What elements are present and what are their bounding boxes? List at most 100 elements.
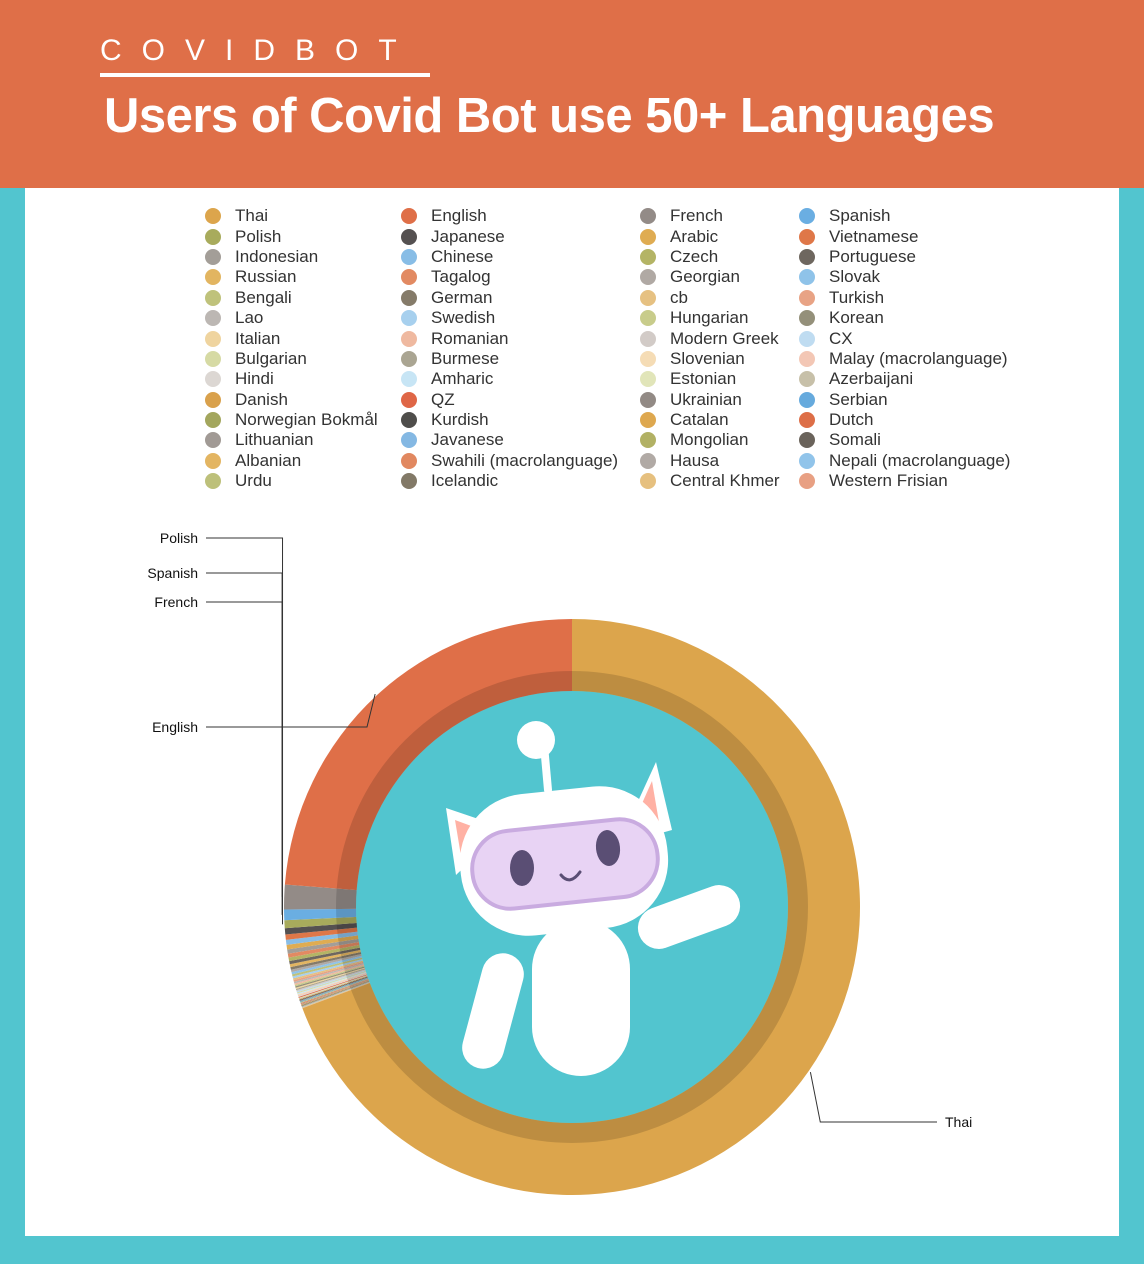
legend-item[interactable]: QZ: [401, 390, 618, 410]
legend-item[interactable]: Modern Greek: [640, 328, 780, 348]
legend-swatch: [205, 371, 221, 388]
legend-label: Swahili (macrolanguage): [431, 450, 619, 470]
legend-swatch: [205, 310, 221, 327]
legend-item[interactable]: Arabic: [640, 226, 780, 246]
legend-item[interactable]: Urdu: [205, 471, 378, 491]
legend-item[interactable]: Western Frisian: [799, 471, 1010, 491]
legend-item[interactable]: Chinese: [401, 247, 618, 267]
legend-label: Indonesian: [235, 246, 319, 266]
legend-item[interactable]: Swahili (macrolanguage): [401, 451, 618, 471]
legend-item[interactable]: German: [401, 288, 618, 308]
legend-item[interactable]: Czech: [640, 247, 780, 267]
legend-label: Portuguese: [829, 246, 916, 266]
legend-column: French Arabic Czech Georgian cb Hungarian Mode…: [640, 206, 780, 491]
legend-item[interactable]: Hungarian: [640, 308, 780, 328]
legend-label: Tagalog: [431, 267, 491, 287]
legend-item[interactable]: Hindi: [205, 369, 378, 389]
legend-item[interactable]: Turkish: [799, 288, 1010, 308]
legend-swatch: [640, 391, 656, 408]
legend-item[interactable]: Italian: [205, 328, 378, 348]
legend-swatch: [401, 371, 417, 388]
legend-item[interactable]: Bengali: [205, 288, 378, 308]
legend-item[interactable]: Swedish: [401, 308, 618, 328]
legend-item[interactable]: Estonian: [640, 369, 780, 389]
legend-item[interactable]: Slovak: [799, 267, 1010, 287]
legend-item[interactable]: Serbian: [799, 390, 1010, 410]
legend-item[interactable]: Danish: [205, 390, 378, 410]
legend-label: Japanese: [431, 226, 505, 246]
legend-label: Lao: [235, 308, 264, 328]
legend-swatch: [799, 391, 815, 408]
legend-swatch: [401, 269, 417, 286]
legend-label: Hindi: [235, 369, 274, 389]
brand-underline: [100, 73, 430, 77]
legend-label: Kurdish: [431, 410, 489, 430]
legend-item[interactable]: Spanish: [799, 206, 1010, 226]
legend-label: Burmese: [431, 348, 500, 368]
legend-swatch: [401, 452, 417, 469]
legend-label: Dutch: [829, 410, 874, 430]
legend-item[interactable]: Tagalog: [401, 267, 618, 287]
legend-item[interactable]: Japanese: [401, 226, 618, 246]
legend-item[interactable]: Dutch: [799, 410, 1010, 430]
legend-item[interactable]: Romanian: [401, 328, 618, 348]
legend-label: Turkish: [829, 287, 885, 307]
legend-item[interactable]: Indonesian: [205, 247, 378, 267]
legend-item[interactable]: Icelandic: [401, 471, 618, 491]
legend-swatch: [640, 228, 656, 245]
callout-line: [809, 1072, 937, 1123]
legend-item[interactable]: Azerbaijani: [799, 369, 1010, 389]
legend-item[interactable]: Malay (macrolanguage): [799, 349, 1010, 369]
legend-item[interactable]: Central Khmer: [640, 471, 780, 491]
legend-swatch: [640, 330, 656, 347]
legend-swatch: [799, 289, 815, 306]
callout-label: Spanish: [147, 565, 198, 581]
legend-item[interactable]: Lao: [205, 308, 378, 328]
legend-swatch: [205, 452, 221, 469]
legend-item[interactable]: Mongolian: [640, 430, 780, 450]
legend-swatch: [401, 310, 417, 327]
legend-label: Slovenian: [670, 348, 745, 368]
legend-item[interactable]: English: [401, 206, 618, 226]
legend-label: Spanish: [829, 206, 891, 226]
legend-swatch: [640, 310, 656, 327]
legend-item[interactable]: Georgian: [640, 267, 780, 287]
legend-label: Italian: [235, 328, 281, 348]
legend-item[interactable]: Korean: [799, 308, 1010, 328]
legend-swatch: [799, 330, 815, 347]
legend-item[interactable]: Lithuanian: [205, 430, 378, 450]
legend-label: Estonian: [670, 369, 737, 389]
page-title: Users of Covid Bot use 50+ Languages: [104, 89, 995, 143]
legend-item[interactable]: Burmese: [401, 349, 618, 369]
legend-swatch: [799, 310, 815, 327]
legend-item[interactable]: Vietnamese: [799, 226, 1010, 246]
legend-item[interactable]: French: [640, 206, 780, 226]
legend-item[interactable]: Russian: [205, 267, 378, 287]
legend-item[interactable]: Amharic: [401, 369, 618, 389]
legend-item[interactable]: cb: [640, 288, 780, 308]
legend-item[interactable]: Kurdish: [401, 410, 618, 430]
legend-item[interactable]: Thai: [205, 206, 378, 226]
legend-item[interactable]: Bulgarian: [205, 349, 378, 369]
legend-item[interactable]: Hausa: [640, 451, 780, 471]
legend-item[interactable]: Slovenian: [640, 349, 780, 369]
legend-item[interactable]: Portuguese: [799, 247, 1010, 267]
legend-item[interactable]: CX: [799, 328, 1010, 348]
legend-label: Malay (macrolanguage): [829, 348, 1008, 368]
legend-item[interactable]: Javanese: [401, 430, 618, 450]
callout-label: French: [154, 594, 198, 610]
legend-item[interactable]: Polish: [205, 226, 378, 246]
legend-swatch: [401, 350, 417, 367]
legend-label: Romanian: [431, 328, 509, 348]
legend-item[interactable]: Ukrainian: [640, 390, 780, 410]
legend-item[interactable]: Albanian: [205, 451, 378, 471]
legend-column: English Japanese Chinese Tagalog German Swedi…: [401, 206, 618, 491]
legend-label: Bulgarian: [235, 348, 307, 368]
legend-swatch: [205, 248, 221, 265]
legend-swatch: [799, 350, 815, 367]
legend-item[interactable]: Somali: [799, 430, 1010, 450]
legend-item[interactable]: Nepali (macrolanguage): [799, 451, 1010, 471]
legend-item[interactable]: Norwegian Bokmål: [205, 410, 378, 430]
legend-swatch: [401, 248, 417, 265]
legend-item[interactable]: Catalan: [640, 410, 780, 430]
